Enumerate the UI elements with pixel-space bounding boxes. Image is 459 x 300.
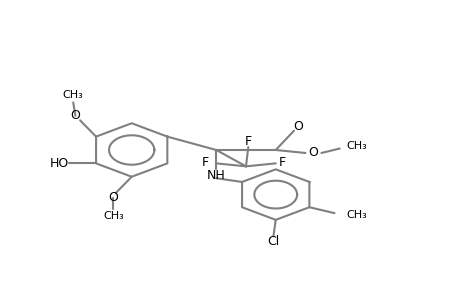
Text: HO: HO	[49, 157, 68, 170]
Text: F: F	[278, 156, 285, 169]
Text: CH₃: CH₃	[103, 211, 123, 221]
Text: O: O	[108, 191, 118, 204]
Text: O: O	[308, 146, 318, 160]
Text: O: O	[70, 109, 80, 122]
Text: NH: NH	[207, 169, 225, 182]
Text: F: F	[201, 156, 208, 169]
Text: Cl: Cl	[267, 235, 279, 248]
Text: F: F	[244, 136, 252, 148]
Text: O: O	[293, 120, 303, 133]
Text: CH₃: CH₃	[63, 90, 84, 100]
Text: CH₃: CH₃	[346, 141, 367, 152]
Text: CH₃: CH₃	[345, 210, 366, 220]
